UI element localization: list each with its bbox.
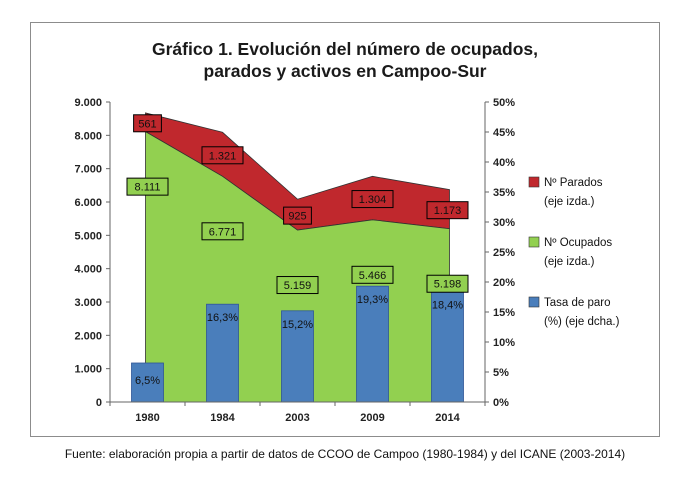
parados-data-label-box [133, 114, 162, 133]
y-left-tick-label: 0 [96, 397, 102, 409]
y-right-tick-label: 20% [493, 277, 515, 289]
y-left-tick-label: 9.000 [74, 97, 102, 109]
ocupados-data-label-box [351, 265, 394, 284]
x-tick-label: 2003 [285, 412, 309, 424]
y-left-tick-label: 7.000 [74, 164, 102, 176]
legend-label-line2: (eje izda.) [544, 256, 595, 268]
ocupados-data-label-box [276, 276, 319, 295]
source-note: Fuente: elaboración propia a partir de d… [64, 447, 626, 461]
x-tick-label: 2014 [435, 412, 460, 424]
x-tick-label: 2009 [360, 412, 384, 424]
parados-data-label-box [426, 201, 469, 220]
y-right-tick-label: 30% [493, 217, 515, 229]
parados-data-label-box [351, 190, 394, 209]
tasa-paro-data-label: 6,5% [135, 375, 160, 387]
parados-data-label: 561 [138, 118, 156, 130]
y-left-tick-label: 6.000 [74, 197, 102, 209]
y-right-tick-label: 10% [493, 337, 515, 349]
y-left-tick-label: 8.000 [74, 130, 102, 142]
y-left-tick-label: 4.000 [74, 264, 102, 276]
ocupados-data-label-box [201, 222, 244, 241]
y-right-tick-label: 35% [493, 187, 515, 199]
legend-swatch [528, 176, 540, 188]
x-tick-label: 1980 [135, 412, 159, 424]
y-right-tick-label: 45% [493, 127, 515, 139]
ocupados-data-label: 6.771 [209, 226, 237, 238]
legend-label-line1: Nº Parados [544, 177, 603, 189]
y-right-tick-label: 0% [493, 397, 509, 409]
chart-title: Gráfico 1. Evolución del número de ocupa… [30, 38, 660, 82]
tasa-paro-data-label: 16,3% [207, 312, 238, 324]
legend-label-line1: Tasa de paro [544, 297, 611, 309]
tasa-paro-data-label: 15,2% [282, 319, 313, 331]
parados-data-label-box [201, 146, 244, 165]
legend-label-line2: (%) (eje dcha.) [544, 316, 620, 328]
chart-title-line2: parados y activos en Campoo-Sur [203, 61, 487, 81]
legend-label-line2: (eje izda.) [544, 196, 595, 208]
chart-title-line1: Gráfico 1. Evolución del número de ocupa… [151, 39, 539, 59]
ocupados-data-label: 5.466 [359, 270, 387, 282]
tasa-paro-bar [131, 362, 164, 403]
tasa-paro-data-label: 18,4% [432, 300, 463, 312]
ocupados-data-label-box [126, 177, 169, 196]
x-tick-label: 1984 [210, 412, 235, 424]
y-left-tick-label: 1.000 [74, 364, 102, 376]
ocupados-data-label: 8.111 [135, 182, 161, 194]
parados-data-label: 1.304 [359, 194, 387, 206]
legend-label-line1: Nº Ocupados [544, 237, 612, 249]
legend-swatch [528, 296, 540, 308]
ocupados-data-label: 5.198 [434, 279, 462, 291]
tasa-paro-data-label: 19,3% [357, 294, 388, 306]
parados-data-label: 1.321 [209, 150, 237, 162]
parados-data-label: 925 [288, 211, 306, 223]
parados-data-label-box [283, 206, 312, 225]
ocupados-data-label: 5.159 [284, 280, 312, 292]
y-right-tick-label: 5% [493, 367, 509, 379]
parados-data-label: 1.173 [434, 205, 462, 217]
y-left-tick-label: 5.000 [74, 230, 102, 242]
y-right-tick-label: 50% [493, 97, 515, 109]
y-right-tick-label: 25% [493, 247, 515, 259]
y-left-tick-label: 2.000 [74, 330, 102, 342]
ocupados-data-label-box [426, 274, 469, 293]
y-left-tick-label: 3.000 [74, 297, 102, 309]
y-right-tick-label: 40% [493, 157, 515, 169]
y-right-tick-label: 15% [493, 307, 515, 319]
tasa-paro-bar [431, 291, 464, 403]
legend-swatch [528, 236, 540, 248]
